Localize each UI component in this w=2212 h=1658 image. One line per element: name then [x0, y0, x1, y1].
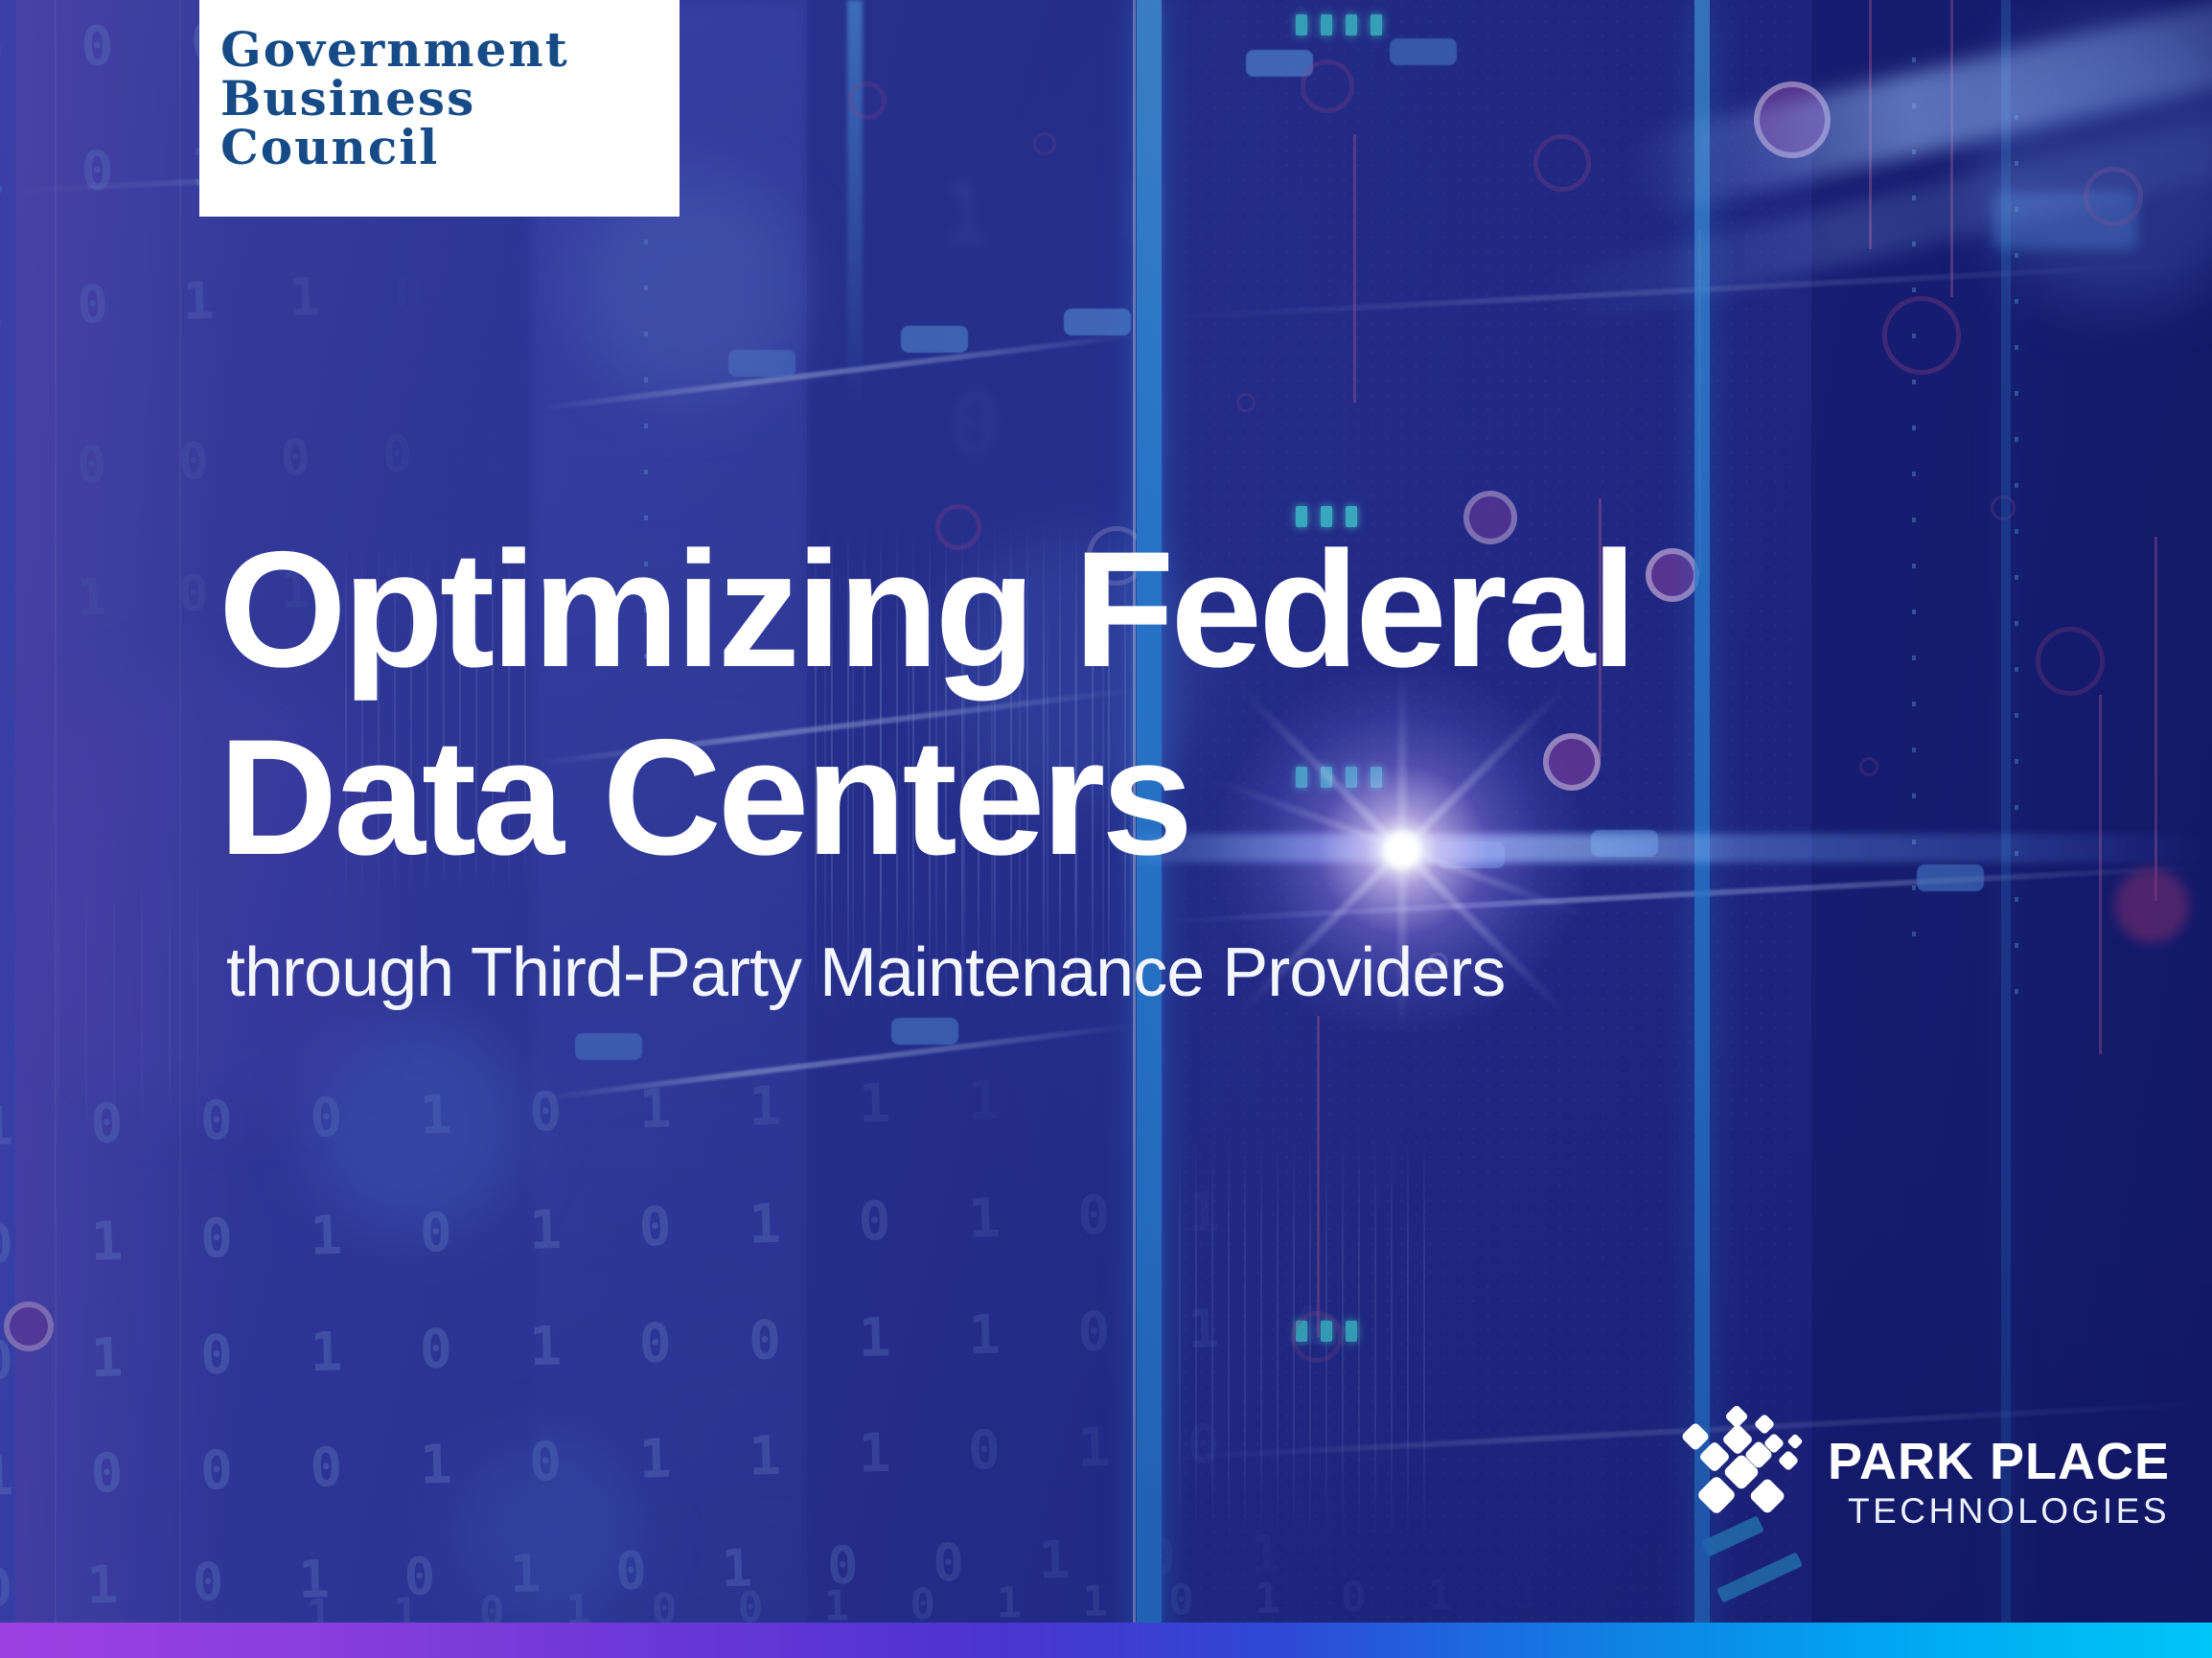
bokeh-light — [307, 1016, 527, 1236]
circle-stem — [1599, 498, 1601, 757]
bokeh-light — [450, 1438, 642, 1629]
server-rack-panel — [1811, 0, 2212, 1658]
rack-seam — [179, 0, 181, 1658]
led-indicator — [1371, 14, 1382, 35]
dotted-line — [644, 240, 648, 690]
circle-stem — [1317, 1016, 1320, 1337]
decor-circle — [1533, 134, 1591, 192]
decor-circle — [2114, 868, 2189, 943]
decor-circle — [1301, 59, 1354, 113]
title-line-2: Data Centers — [219, 705, 1193, 889]
bokeh-light — [939, 537, 1208, 805]
led-indicator — [1321, 14, 1332, 35]
led-indicator — [1346, 1321, 1357, 1342]
server-handle — [901, 326, 968, 353]
rack-seam — [55, 0, 57, 1658]
circle-stem — [1353, 134, 1356, 403]
gradient-accent-bar — [0, 1623, 2212, 1658]
gbc-logo-line: Government — [220, 21, 569, 78]
server-rack-panel — [533, 0, 807, 1658]
light-lines — [824, 575, 1141, 1016]
server-handle — [891, 1018, 958, 1045]
server-handle — [1246, 50, 1313, 77]
led-indicator — [1321, 506, 1332, 527]
rack-edge-stripe — [1137, 0, 1162, 1658]
gbc-logo-line: Council — [220, 119, 440, 175]
server-handle — [1917, 864, 1984, 891]
decor-circle — [1291, 1311, 1343, 1363]
decor-circle — [1646, 548, 1699, 602]
bokeh-light — [38, 671, 383, 1112]
binary-code-row: 1 0 — [939, 163, 1210, 265]
dotted-line — [1912, 58, 1916, 939]
decor-circle — [1859, 757, 1878, 776]
purple-wash — [0, 0, 230, 1658]
server-handle — [575, 1033, 642, 1060]
rack-edge-highlight — [1133, 0, 1136, 1658]
decor-circle — [2036, 627, 2105, 696]
led-indicator — [1296, 14, 1307, 35]
circle-stem — [2154, 537, 2157, 901]
gbc-logo: Government Business Council — [199, 0, 680, 217]
rack-edge-stripe — [847, 0, 863, 412]
decor-circle — [4, 1301, 54, 1351]
decor-circle — [1991, 495, 2016, 520]
left-edge-band — [0, 0, 15, 1658]
server-handle — [1064, 309, 1131, 335]
dotted-line — [2015, 115, 2018, 997]
brand-name: PARK PLACE — [1827, 1433, 2170, 1490]
page-title: Optimizing Federal Data Centers — [219, 516, 1637, 891]
rack-edge-stripe — [1694, 0, 1710, 1658]
decor-circle — [1463, 491, 1517, 544]
led-indicator — [1346, 506, 1357, 527]
diamond-cluster-icon — [1676, 1401, 1803, 1519]
led-indicator — [1346, 14, 1357, 35]
rack-edge-stripe — [2001, 0, 2011, 1658]
decor-circle — [1236, 393, 1256, 412]
page-subtitle: through Third-Party Maintenance Provider… — [226, 934, 1506, 1011]
decor-circle — [848, 81, 887, 120]
server-handle — [728, 350, 795, 377]
server-rack-panel — [807, 0, 1141, 1658]
light-lines — [58, 863, 201, 1150]
binary-code-row: 0 0 0 0 1 — [76, 421, 537, 495]
decor-circle — [2084, 167, 2143, 226]
binary-code-row: 0 1 — [949, 374, 1220, 476]
title-line-1: Optimizing Federal — [219, 518, 1637, 702]
brand-subname: TECHNOLOGIES — [1848, 1491, 2170, 1531]
gbc-logo-line: Business — [220, 70, 476, 127]
light-lines — [345, 537, 537, 901]
decor-circle — [935, 504, 981, 550]
lens-flare-center — [1384, 832, 1420, 868]
light-lines — [815, 518, 1141, 1016]
park-place-logo: PARK PLACE TECHNOLOGIES — [1676, 1401, 2170, 1533]
server-handle — [1390, 38, 1457, 65]
decor-circle — [1882, 296, 1961, 375]
led-indicator — [1296, 506, 1307, 527]
park-place-wordmark: PARK PLACE TECHNOLOGIES — [1828, 1434, 2170, 1533]
decor-circle — [1033, 132, 1056, 155]
binary-code-row: 1 0 1 1 0 — [0, 262, 449, 339]
circle-stem — [2099, 695, 2102, 1054]
circle-stem — [1950, 0, 1953, 297]
